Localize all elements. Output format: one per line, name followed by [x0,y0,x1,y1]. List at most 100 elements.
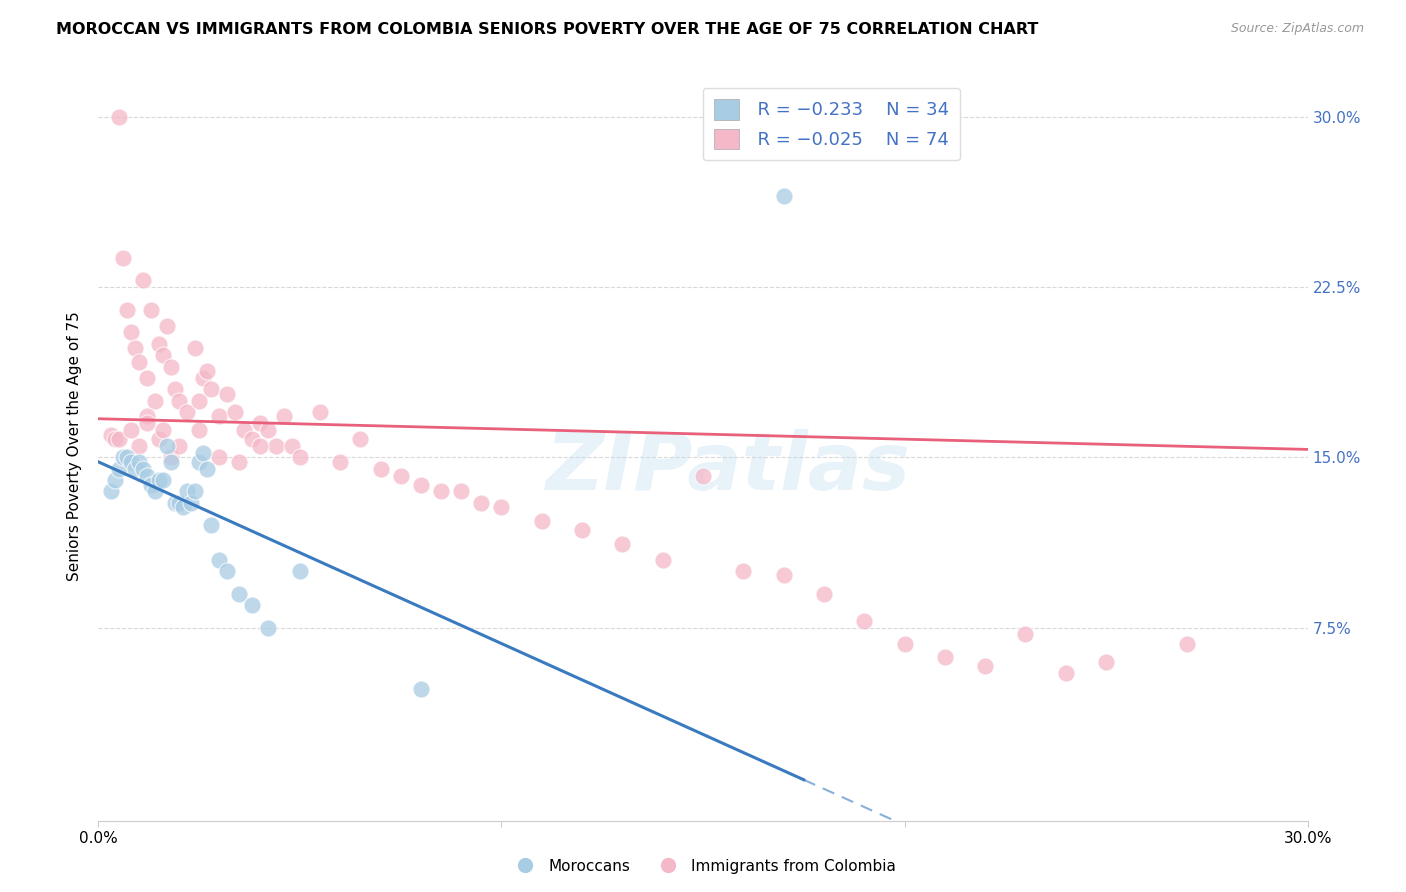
Point [120,455,142,469]
Text: ZIPatlas: ZIPatlas [544,429,910,508]
Point [100,484,122,499]
Point [240,432,263,446]
Point [115,302,138,317]
Point [409,477,432,491]
Point [193,446,215,460]
Point [135,417,157,431]
Point [128,355,150,369]
Point [200,382,222,396]
Point [184,342,207,356]
Point [232,423,254,437]
Point [195,364,218,378]
Point [256,423,278,437]
Point [217,564,239,578]
Point [249,439,271,453]
Point [135,409,157,424]
Point [124,342,146,356]
Point [176,405,198,419]
Point [167,393,190,408]
Point [288,564,311,578]
Point [163,382,186,396]
Point [176,484,198,499]
Point [249,417,271,431]
Point [288,450,311,465]
Point [143,484,166,499]
Point [188,455,211,469]
Point [530,514,553,528]
Point [143,393,166,408]
Point [135,371,157,385]
Point [772,189,794,203]
Point [100,427,122,442]
Point [132,461,155,475]
Point [934,650,956,665]
Point [1014,627,1036,641]
Point [349,432,371,446]
Point [195,461,218,475]
Point [208,552,231,566]
Point [228,455,250,469]
Point [200,518,222,533]
Point [733,564,755,578]
Point [1175,636,1198,650]
Point [430,484,453,499]
Point [180,496,202,510]
Point [450,484,472,499]
Point [612,536,634,550]
Point [409,681,432,696]
Point [160,455,183,469]
Point [193,371,215,385]
Point [651,552,673,566]
Point [152,423,174,437]
Point [107,110,129,124]
Text: Source: ZipAtlas.com: Source: ZipAtlas.com [1230,22,1364,36]
Point [188,423,211,437]
Point [139,477,162,491]
Point [893,636,915,650]
Point [124,461,146,475]
Point [156,439,179,453]
Point [167,496,190,510]
Point [107,461,129,475]
Point [160,359,183,374]
Point [156,318,179,333]
Point [389,468,412,483]
Legend:   R = −0.233    N = 34,   R = −0.025    N = 74: R = −0.233 N = 34, R = −0.025 N = 74 [703,88,960,161]
Point [692,468,714,483]
Point [148,473,170,487]
Point [772,568,794,582]
Point [152,348,174,362]
Point [273,409,295,424]
Point [853,614,876,628]
Y-axis label: Seniors Poverty Over the Age of 75: Seniors Poverty Over the Age of 75 [67,311,83,581]
Point [148,432,170,446]
Point [813,586,835,600]
Point [111,251,134,265]
Point [128,439,150,453]
Point [470,496,492,510]
Point [160,450,183,465]
Point [128,455,150,469]
Point [208,450,231,465]
Point [329,455,352,469]
Point [264,439,287,453]
Point [208,409,231,424]
Point [1054,666,1077,681]
Point [224,405,246,419]
Point [120,423,142,437]
Point [256,621,278,635]
Point [281,439,304,453]
Point [309,405,332,419]
Point [132,273,155,287]
Point [240,598,263,612]
Point [228,586,250,600]
Point [163,496,186,510]
Point [148,336,170,351]
Legend: Moroccans, Immigrants from Colombia: Moroccans, Immigrants from Colombia [503,853,903,880]
Point [172,500,194,515]
Point [111,450,134,465]
Point [1095,655,1118,669]
Point [135,468,157,483]
Point [167,439,190,453]
Point [370,461,392,475]
